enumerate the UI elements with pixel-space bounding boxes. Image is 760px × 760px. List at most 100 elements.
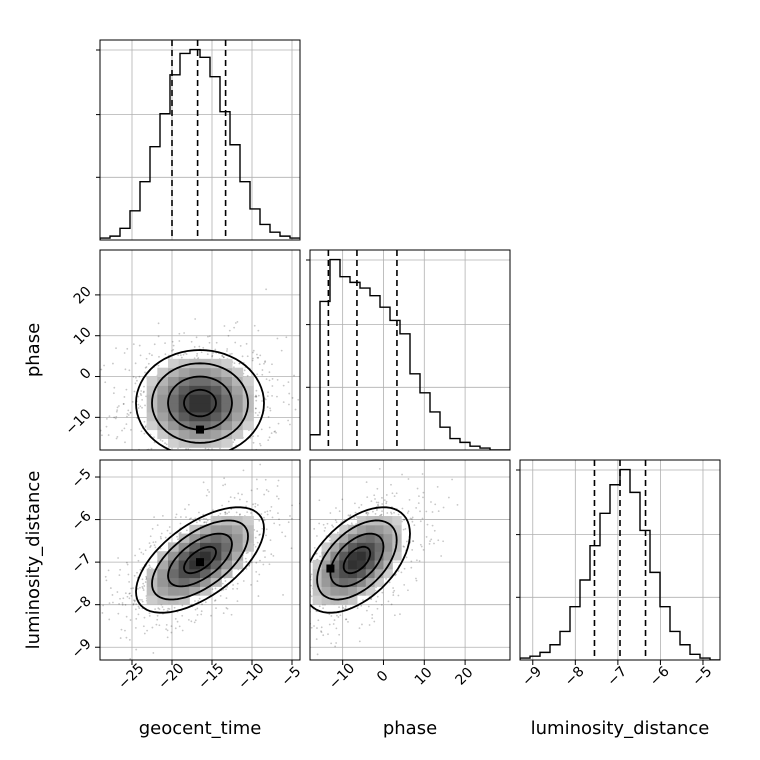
density-cell — [178, 411, 190, 422]
sample-point — [303, 606, 305, 608]
sample-point — [318, 605, 321, 608]
sample-point — [251, 359, 254, 362]
sample-point — [437, 510, 440, 513]
sample-point — [377, 501, 380, 504]
sample-point — [416, 487, 419, 490]
sample-point — [338, 606, 340, 609]
sample-point — [332, 623, 335, 625]
density-cell — [168, 577, 180, 587]
sample-point — [410, 560, 413, 563]
sample-point — [129, 592, 131, 595]
density-cell — [356, 551, 367, 561]
sample-point — [127, 414, 130, 416]
density-cell — [330, 542, 340, 552]
sample-point — [420, 545, 423, 548]
sample-point — [158, 455, 160, 457]
sample-point — [313, 547, 316, 549]
density-cell — [210, 394, 222, 404]
density-cell — [374, 524, 384, 535]
density-cell — [221, 376, 233, 386]
density-cell — [189, 420, 201, 431]
sample-point — [100, 368, 103, 371]
sample-point — [148, 564, 151, 567]
density-cell — [339, 595, 349, 605]
density-cell — [189, 376, 201, 386]
sample-point — [334, 645, 337, 648]
sample-point — [268, 371, 271, 374]
contour-level — [183, 388, 217, 418]
sample-point — [230, 613, 233, 616]
sample-point — [254, 536, 257, 539]
density-cell — [330, 586, 340, 596]
sample-point — [403, 584, 406, 586]
density-cell — [200, 533, 212, 543]
sample-point — [224, 580, 227, 582]
density-cell — [168, 568, 180, 579]
sample-point — [238, 362, 241, 365]
sample-point — [143, 616, 146, 619]
sample-point — [380, 514, 382, 516]
sample-point — [149, 544, 152, 547]
sample-point — [132, 603, 135, 606]
sample-point — [161, 454, 163, 456]
sample-point — [172, 344, 175, 347]
sample-point — [222, 588, 225, 591]
sample-point — [271, 394, 273, 397]
sample-point — [258, 363, 261, 366]
density-peak — [196, 558, 204, 567]
sample-point — [402, 545, 405, 548]
sample-point — [140, 390, 143, 392]
sample-point — [257, 394, 260, 397]
sample-point — [415, 506, 418, 509]
sample-point — [366, 511, 369, 514]
sample-point — [226, 585, 229, 588]
sample-point — [291, 504, 293, 507]
sample-point — [270, 432, 273, 435]
sample-point — [124, 592, 127, 595]
sample-point — [239, 513, 241, 516]
density-cell — [210, 411, 222, 422]
density-cell — [330, 577, 340, 587]
sample-point — [305, 580, 307, 582]
sample-point — [397, 513, 400, 516]
sample-point — [115, 437, 118, 440]
sample-point — [141, 600, 144, 603]
sample-point — [214, 348, 217, 351]
sample-point — [392, 587, 395, 589]
xtick-label-geocent_time: −15 — [195, 660, 227, 692]
contour-level — [135, 349, 265, 450]
hist-bars — [310, 250, 510, 450]
sample-point — [306, 628, 308, 630]
sample-point — [307, 648, 309, 650]
density-cell — [221, 438, 233, 448]
sample-point — [190, 340, 193, 343]
sample-point — [197, 600, 200, 602]
sample-point — [257, 329, 260, 332]
sample-point — [208, 341, 211, 344]
ylabel-phase: phase — [23, 323, 44, 377]
sample-point — [132, 599, 135, 602]
sample-point — [255, 478, 258, 481]
sample-point — [277, 479, 280, 482]
sample-point — [157, 335, 160, 338]
sample-point — [135, 603, 138, 605]
sample-point — [256, 487, 259, 490]
sample-point — [254, 407, 257, 410]
sample-point — [196, 607, 199, 610]
sample-point — [160, 537, 162, 540]
hist-step-geocent_time — [100, 48, 300, 240]
sample-point — [370, 598, 373, 601]
sample-point — [190, 517, 192, 520]
sample-point — [169, 532, 172, 535]
contour-level — [183, 545, 217, 575]
sample-point — [265, 288, 268, 291]
sample-point — [143, 632, 146, 635]
sample-point — [138, 375, 141, 378]
sample-point — [195, 521, 198, 524]
sample-point — [148, 542, 151, 545]
density-cell — [168, 367, 180, 378]
sample-point — [164, 353, 167, 356]
sample-point — [219, 594, 222, 597]
sample-point — [263, 519, 266, 522]
sample-point — [108, 602, 111, 605]
